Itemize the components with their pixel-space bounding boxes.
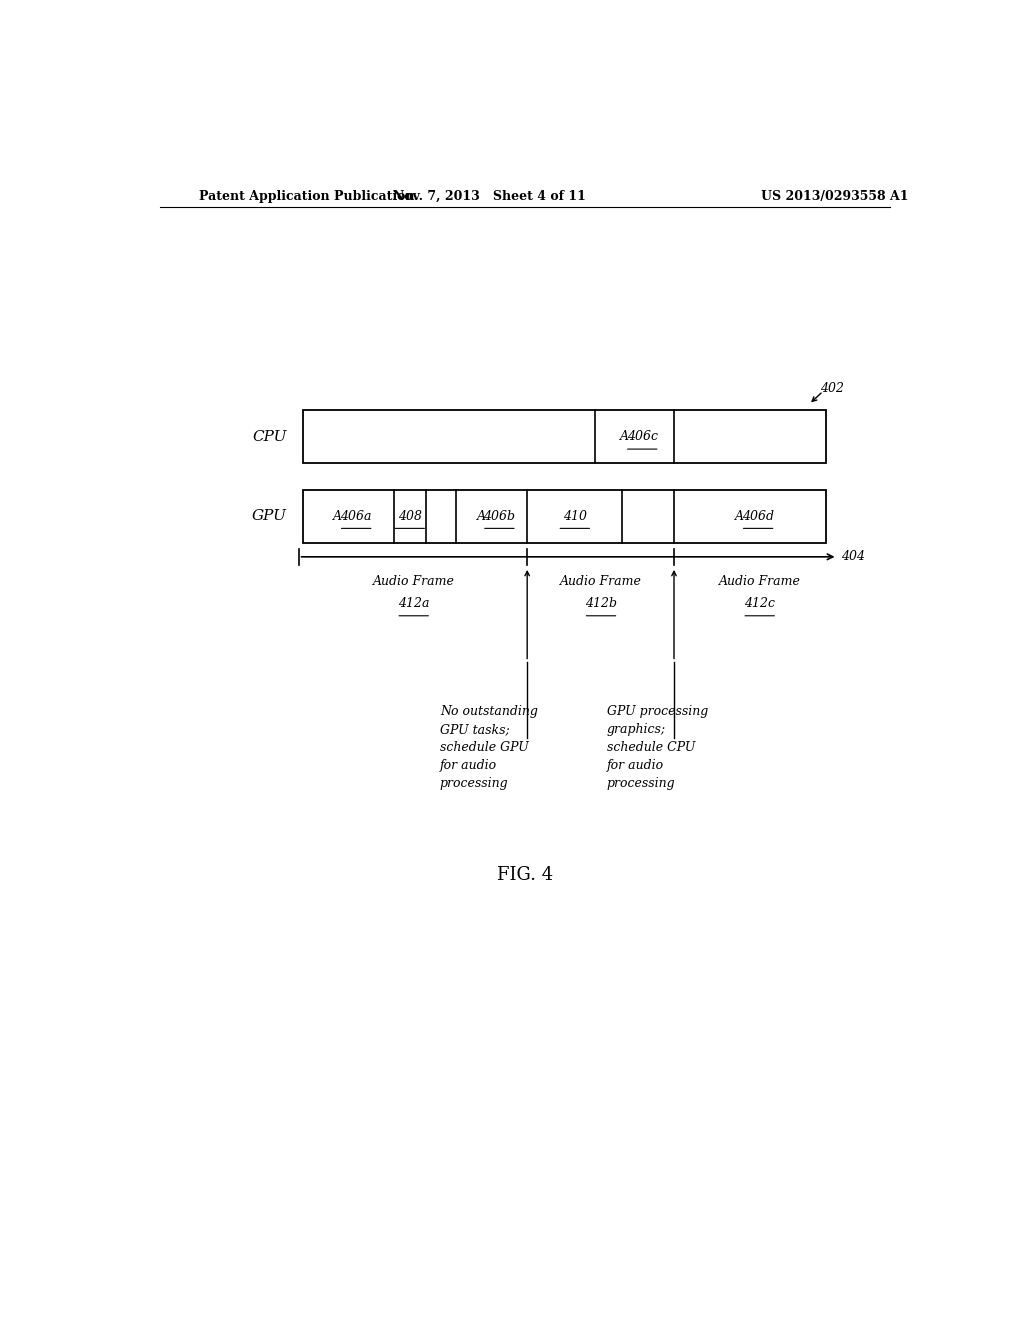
Text: 408: 408 (397, 510, 422, 523)
Bar (303, 411, 826, 463)
Text: GPU processing
graphics;
schedule CPU
for audio
processing: GPU processing graphics; schedule CPU fo… (606, 705, 708, 791)
Text: Audio Frame: Audio Frame (560, 576, 642, 589)
Text: CPU: CPU (252, 430, 287, 444)
Text: A: A (334, 510, 342, 523)
Text: US 2013/0293558 A1: US 2013/0293558 A1 (761, 190, 908, 202)
Text: 406b: 406b (483, 510, 515, 523)
Text: Nov. 7, 2013   Sheet 4 of 11: Nov. 7, 2013 Sheet 4 of 11 (392, 190, 586, 202)
Text: GPU: GPU (252, 510, 287, 523)
Text: No outstanding
GPU tasks;
schedule GPU
for audio
processing: No outstanding GPU tasks; schedule GPU f… (440, 705, 538, 791)
Text: 412b: 412b (585, 598, 617, 610)
Text: 412a: 412a (398, 598, 429, 610)
Text: Audio Frame: Audio Frame (373, 576, 455, 589)
Text: FIG. 4: FIG. 4 (497, 866, 553, 884)
Text: A: A (620, 430, 629, 444)
Text: A: A (735, 510, 744, 523)
Text: 406d: 406d (742, 510, 774, 523)
Text: 404: 404 (841, 550, 864, 564)
Text: 410: 410 (563, 510, 587, 523)
Text: 412c: 412c (744, 598, 775, 610)
Text: 402: 402 (820, 381, 844, 395)
Text: Patent Application Publication: Patent Application Publication (200, 190, 415, 202)
Text: Audio Frame: Audio Frame (719, 576, 801, 589)
Bar (303, 490, 826, 543)
Text: 406a: 406a (340, 510, 372, 523)
Text: 406c: 406c (627, 430, 657, 444)
Text: A: A (476, 510, 485, 523)
